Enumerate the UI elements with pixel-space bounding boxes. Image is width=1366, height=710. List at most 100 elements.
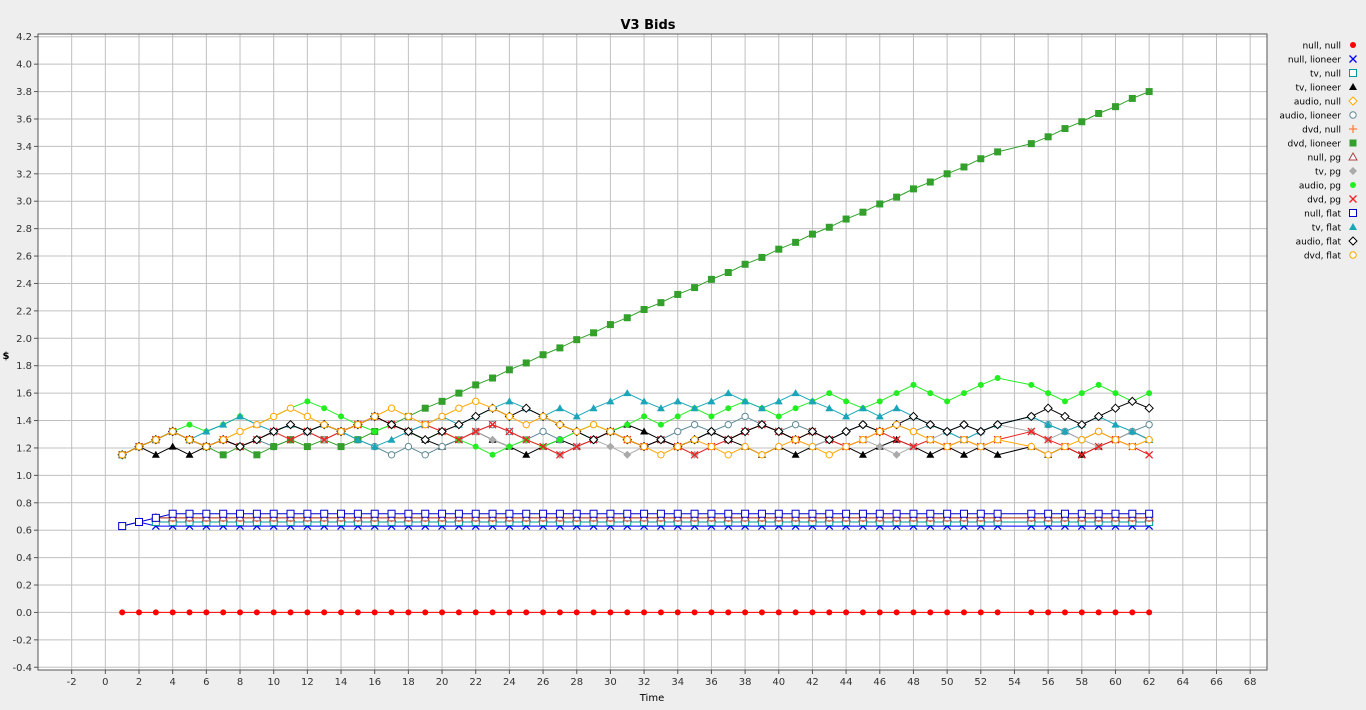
data-point xyxy=(1044,133,1052,141)
y-tick-label: 2.4 xyxy=(16,279,32,290)
data-point xyxy=(1128,94,1136,102)
data-point xyxy=(1060,411,1070,422)
legend-label: dvd, pg xyxy=(1307,196,1341,206)
data-point xyxy=(944,609,951,616)
data-point xyxy=(623,509,632,518)
data-point xyxy=(589,404,598,412)
data-point xyxy=(724,451,732,459)
data-point xyxy=(304,609,311,616)
data-point xyxy=(876,200,884,208)
data-point xyxy=(337,427,345,436)
legend-marker xyxy=(1349,195,1357,203)
data-point xyxy=(303,443,311,451)
data-point xyxy=(219,509,228,518)
series-null-null xyxy=(119,609,1153,616)
data-point xyxy=(1112,390,1119,397)
y-tick-label: 0.2 xyxy=(16,581,32,592)
data-point xyxy=(1128,427,1137,435)
data-point xyxy=(691,609,698,616)
y-tick-label: 4.2 xyxy=(16,32,32,43)
data-point xyxy=(959,450,968,458)
data-point xyxy=(573,609,580,616)
data-point xyxy=(960,163,968,171)
x-tick-label: 54 xyxy=(1008,677,1021,688)
data-point xyxy=(1026,411,1037,422)
data-point xyxy=(724,420,732,429)
legend-label: audio, lioneer xyxy=(1279,112,1341,122)
data-point xyxy=(876,609,883,616)
data-point xyxy=(489,451,496,458)
data-point xyxy=(1145,88,1153,96)
data-point xyxy=(1129,609,1136,616)
data-point xyxy=(422,609,429,616)
data-point xyxy=(337,509,346,518)
data-point xyxy=(420,435,430,445)
data-point xyxy=(590,329,598,337)
data-point xyxy=(253,420,261,429)
data-point xyxy=(438,397,446,405)
legend-item-dvd-flat: dvd, flat xyxy=(1304,251,1357,262)
x-tick-label: 60 xyxy=(1109,677,1122,688)
data-point xyxy=(657,451,665,459)
data-point xyxy=(539,442,548,451)
data-point xyxy=(1061,609,1068,616)
data-point xyxy=(455,389,463,397)
data-point xyxy=(875,509,884,518)
data-point xyxy=(472,381,480,389)
legend-label: tv, lioneer xyxy=(1295,84,1341,94)
data-point xyxy=(673,509,682,518)
data-point xyxy=(843,398,850,405)
data-point xyxy=(1060,427,1069,435)
data-point xyxy=(707,509,716,518)
data-point xyxy=(943,170,951,178)
legend-marker xyxy=(1350,42,1356,48)
data-point xyxy=(807,426,818,437)
data-point xyxy=(269,509,278,518)
legend-marker xyxy=(1350,182,1356,188)
data-point xyxy=(993,436,1002,444)
data-point xyxy=(185,436,194,444)
x-tick-label: 38 xyxy=(739,677,752,688)
data-point xyxy=(993,509,1002,518)
data-point xyxy=(252,509,261,518)
y-tick-label: 1.8 xyxy=(16,361,32,372)
data-point xyxy=(119,609,126,616)
data-point xyxy=(876,427,884,436)
data-point xyxy=(656,509,665,518)
data-point xyxy=(706,426,717,437)
data-point xyxy=(758,451,766,459)
x-tick-label: 48 xyxy=(907,677,920,688)
legend-marker xyxy=(1349,83,1357,90)
data-point xyxy=(791,420,800,429)
data-point xyxy=(522,450,531,458)
x-tick-label: 50 xyxy=(941,677,954,688)
data-point xyxy=(572,509,581,518)
data-point xyxy=(151,450,160,458)
series-layer xyxy=(117,88,1155,616)
data-point xyxy=(925,419,935,430)
data-point xyxy=(842,215,850,223)
data-point xyxy=(1111,509,1120,518)
x-tick-label: 20 xyxy=(436,677,449,688)
data-point xyxy=(606,509,615,518)
data-point xyxy=(944,398,951,405)
legend-label: dvd, null xyxy=(1302,126,1341,136)
data-point xyxy=(673,397,682,405)
x-tick-label: 40 xyxy=(772,677,785,688)
data-point xyxy=(892,509,901,518)
data-point xyxy=(606,321,614,329)
data-point xyxy=(993,450,1002,458)
data-point xyxy=(893,193,901,201)
data-point xyxy=(539,351,547,359)
data-point xyxy=(1027,140,1035,148)
data-point xyxy=(505,397,514,405)
data-point xyxy=(1145,509,1154,518)
data-point xyxy=(657,609,664,616)
data-point xyxy=(321,405,328,412)
legend-label: dvd, lioneer xyxy=(1288,140,1342,150)
legend-marker xyxy=(1348,96,1358,106)
legend-item-null-lioneer: null, lioneer xyxy=(1288,55,1357,66)
x-tick-label: 10 xyxy=(267,677,280,688)
y-axis-label: $ xyxy=(3,351,10,362)
